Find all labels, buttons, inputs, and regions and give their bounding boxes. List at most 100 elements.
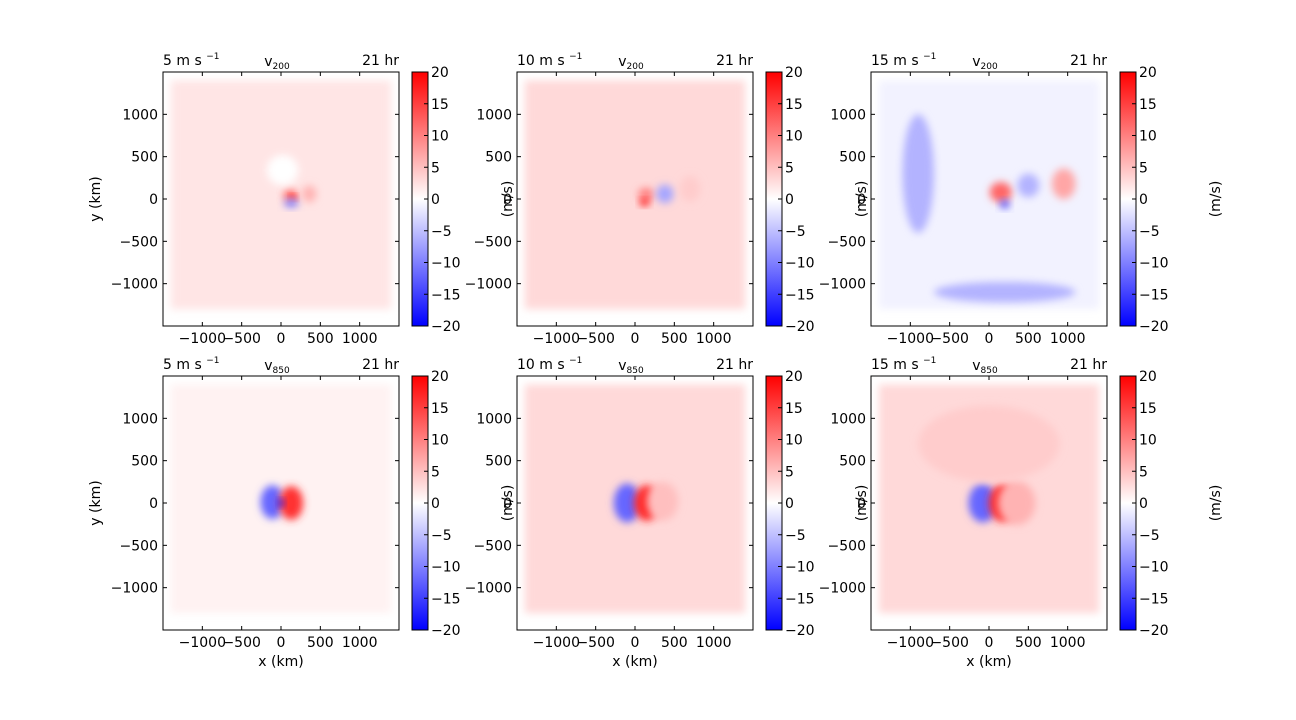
x-tick-label: −1000: [179, 635, 226, 651]
colorbar-tick-label: 15: [785, 97, 803, 113]
x-tick-label: 0: [631, 635, 640, 651]
y-tick-label: −1000: [465, 277, 512, 293]
anomaly-feature: [613, 483, 641, 523]
x-tick-label: −1000: [533, 635, 580, 651]
field: [163, 72, 399, 326]
anomaly-feature: [918, 405, 1060, 482]
y-tick-label: −1000: [111, 581, 158, 597]
y-axis-label: y (km): [88, 176, 104, 221]
anomaly-feature: [679, 176, 701, 202]
colorbar-tick-label: −20: [785, 623, 815, 639]
y-tick-label: 500: [485, 454, 512, 470]
colorbar: 20 15 10 5 0 −5 −10 −15 −20 (m/s): [411, 369, 516, 639]
colorbar-tick-label: 10: [785, 433, 803, 449]
variable-title: v850: [972, 358, 998, 376]
anomaly-feature: [638, 187, 654, 202]
colorbar: 20 15 10 5 0 −5 −10 −15 −20 (m/s): [411, 65, 516, 335]
y-tick-label: 500: [131, 150, 158, 166]
x-tick-label: 0: [631, 331, 640, 347]
colorbar-tick-label: −5: [1139, 528, 1160, 544]
x-tick-label: 500: [1015, 331, 1042, 347]
y-tick-label: −500: [120, 538, 158, 554]
y-tick-label: 0: [149, 496, 158, 512]
y-tick-label: 0: [149, 192, 158, 208]
colorbar-tick-label: 0: [431, 192, 440, 208]
variable-level: 850: [273, 366, 290, 376]
x-tick-label: 500: [661, 635, 688, 651]
variable-level: 200: [981, 62, 998, 72]
colorbar-label: (m/s): [1208, 181, 1224, 218]
variable-title: v200: [264, 54, 290, 72]
colorbar-tick-label: 20: [431, 369, 449, 385]
x-tick-label: 0: [985, 331, 994, 347]
x-tick-label: 500: [307, 635, 334, 651]
y-tick-label: 0: [503, 496, 512, 512]
anomaly-feature: [284, 199, 299, 208]
colorbar-tick-label: 20: [785, 369, 803, 385]
x-tick-label: −500: [222, 331, 260, 347]
x-tick-label: 1000: [696, 635, 732, 651]
x-tick-label: −500: [576, 635, 614, 651]
field: [517, 376, 753, 630]
variable-level: 850: [627, 366, 644, 376]
colorbar-tick-label: −20: [785, 319, 815, 335]
anomaly-feature: [1017, 173, 1040, 198]
colorbar: 20 15 10 5 0 −5 −10 −15 −20 (m/s): [765, 65, 870, 335]
anomaly-feature: [279, 486, 304, 520]
x-tick-label: −500: [222, 635, 260, 651]
x-axis-label: x (km): [258, 654, 303, 670]
domain-region: [524, 80, 746, 310]
colorbar-tick-label: −5: [785, 528, 806, 544]
variable-level: 200: [627, 62, 644, 72]
colorbar: 20 15 10 5 0 −5 −10 −15 −20 (m/s): [1119, 65, 1224, 335]
shear-label: 5 m s −1: [163, 356, 219, 373]
variable-title: v850: [618, 358, 644, 376]
colorbar-tick-label: 0: [785, 496, 794, 512]
y-tick-label: −500: [120, 234, 158, 250]
colorbar-tick-label: 5: [1139, 464, 1148, 480]
anomaly-feature: [997, 480, 1036, 526]
colorbar-tick-label: 15: [1139, 97, 1157, 113]
time-label: 21 hr: [362, 357, 399, 373]
x-tick-label: 1000: [342, 635, 378, 651]
colorbar-tick-label: 15: [1139, 401, 1157, 417]
anomaly-feature: [260, 485, 285, 520]
colorbar-tick-label: −5: [785, 224, 806, 240]
time-label: 21 hr: [716, 53, 753, 69]
y-tick-label: −1000: [111, 277, 158, 293]
colorbar-tick-label: 10: [785, 129, 803, 145]
colorbar-label: (m/s): [500, 485, 516, 522]
colorbar: 20 15 10 5 0 −5 −10 −15 −20 (m/s): [1119, 369, 1224, 639]
y-tick-label: 1000: [476, 107, 512, 123]
shear-exponent: −1: [923, 52, 936, 62]
colorbar-tick-label: −15: [1139, 591, 1169, 607]
anomaly-feature: [968, 483, 997, 523]
field: [871, 72, 1107, 326]
x-tick-label: 1000: [696, 331, 732, 347]
colorbar-tick-label: −10: [431, 560, 461, 576]
colorbar-tick-label: −10: [431, 256, 461, 272]
colorbar-tick-label: 0: [1139, 192, 1148, 208]
colorbar-tick-label: 15: [785, 401, 803, 417]
x-tick-label: −1000: [179, 331, 226, 347]
y-tick-label: −500: [474, 234, 512, 250]
colorbar-label: (m/s): [500, 181, 516, 218]
variable-level: 200: [273, 62, 290, 72]
anomaly-feature: [277, 499, 285, 507]
anomaly-feature: [290, 194, 297, 200]
shear-label: 15 m s −1: [871, 52, 936, 69]
colorbar-label: (m/s): [854, 485, 870, 522]
colorbar-tick-label: −15: [1139, 287, 1169, 303]
anomaly-feature: [656, 184, 674, 204]
colorbar-tick-label: −10: [785, 256, 815, 272]
colorbar-tick-label: −20: [1139, 319, 1169, 335]
anomaly-feature: [902, 114, 934, 233]
shear-exponent: −1: [206, 356, 219, 366]
x-tick-label: 1000: [1050, 635, 1086, 651]
colorbar-tick-label: −15: [785, 287, 815, 303]
colorbar-tick-label: −20: [431, 319, 461, 335]
anomaly-feature: [1051, 168, 1076, 199]
